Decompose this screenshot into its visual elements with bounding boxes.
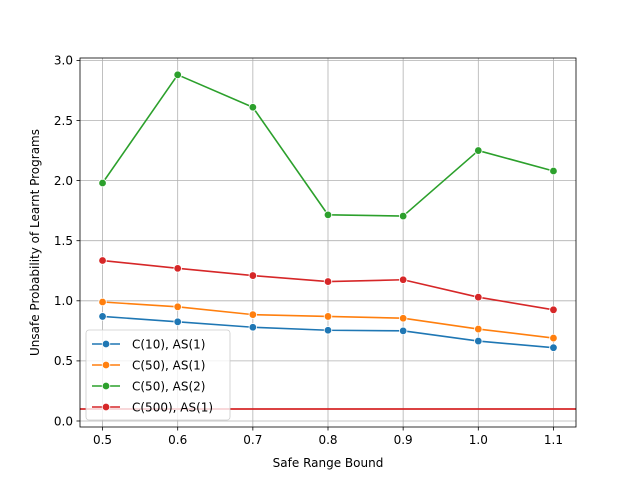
data-point — [173, 302, 182, 312]
data-point — [248, 310, 258, 319]
x-tick-label: 0.8 — [318, 433, 337, 447]
y-tick-label: 2.0 — [54, 174, 73, 188]
legend-box — [85, 329, 231, 421]
data-point — [323, 277, 333, 286]
data-point — [323, 326, 333, 335]
legend-label: C(10), AS(1) — [132, 337, 205, 351]
data-point — [323, 210, 333, 220]
legend-item: C(10), AS(1) — [92, 337, 205, 351]
data-point — [474, 292, 483, 302]
data-point — [248, 271, 258, 280]
legend-marker — [101, 381, 111, 391]
data-point — [98, 297, 107, 307]
data-point — [173, 70, 182, 80]
series-group — [98, 70, 558, 352]
legend-item: C(500), AS(1) — [92, 400, 213, 414]
data-point — [173, 264, 182, 273]
data-point — [323, 312, 333, 321]
data-point — [398, 275, 408, 284]
y-tick-label: 1.0 — [54, 294, 73, 308]
data-point — [98, 312, 107, 321]
data-point — [398, 211, 408, 221]
x-axis-ticks: 0.5 0.6 0.7 0.8 0.9 1.0 1.1 — [93, 427, 563, 447]
legend-marker — [101, 402, 111, 412]
data-point — [398, 314, 408, 323]
x-tick-label: 0.9 — [394, 433, 413, 447]
data-point — [474, 146, 483, 155]
data-point — [173, 317, 182, 327]
x-axis-label: Safe Range Bound — [273, 456, 384, 470]
y-axis-label: Unsafe Probability of Learnt Programs — [28, 129, 42, 356]
y-tick-label: 0.0 — [54, 414, 73, 428]
data-point — [98, 256, 107, 265]
data-point — [98, 178, 107, 188]
data-point — [549, 343, 558, 352]
data-point — [248, 323, 258, 332]
y-axis-ticks: 0.0 0.5 1.0 1.5 2.0 2.5 3.0 — [54, 54, 80, 428]
legend-marker — [101, 360, 111, 370]
x-tick-label: 1.0 — [469, 433, 488, 447]
legend-item: C(50), AS(1) — [92, 358, 205, 372]
y-tick-label: 0.5 — [54, 354, 73, 368]
data-point — [549, 333, 558, 343]
grid — [80, 58, 576, 427]
x-tick-label: 0.6 — [168, 433, 187, 447]
legend-item: C(50), AS(2) — [92, 379, 205, 393]
data-point — [474, 324, 483, 334]
x-tick-label: 0.7 — [243, 433, 262, 447]
data-point — [549, 166, 558, 176]
y-tick-label: 1.5 — [54, 234, 73, 248]
x-tick-label: 1.1 — [544, 433, 563, 447]
data-point — [474, 336, 483, 346]
legend-marker — [101, 339, 111, 349]
series-3 — [98, 70, 558, 221]
legend-label: C(50), AS(1) — [132, 358, 205, 372]
data-point — [248, 103, 258, 112]
series-4 — [98, 256, 558, 315]
series-1 — [98, 312, 558, 352]
y-tick-label: 2.5 — [54, 114, 73, 128]
legend-label: C(50), AS(2) — [132, 379, 205, 393]
series-2 — [98, 297, 558, 343]
data-point — [549, 305, 558, 315]
data-point — [398, 326, 408, 336]
legend: C(10), AS(1) C(50), AS(1) C(50), AS(2) C(50… — [85, 329, 231, 421]
legend-label: C(500), AS(1) — [132, 400, 213, 414]
y-tick-label: 3.0 — [54, 54, 73, 68]
x-tick-label: 0.5 — [93, 433, 112, 447]
